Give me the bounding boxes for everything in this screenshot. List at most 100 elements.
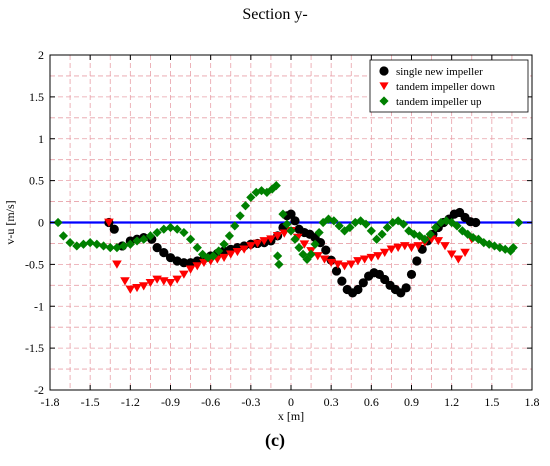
data-point [319,255,330,264]
x-tick-label: 1.5 [484,395,499,409]
legend-label: single new impeller [396,66,483,78]
data-point [125,285,136,294]
axis-ticks: -1.8 -1.5 -1.2 -0.9 -0.6 -0.3 0 0.3 0.6 0.9 1.2 1.5… [25,48,540,409]
data-point [120,277,130,286]
series-3 [53,181,524,269]
data-point [361,219,371,229]
data-point [208,251,218,261]
data-point [279,229,290,238]
data-point [406,269,417,280]
x-tick-label: -0.6 [201,395,220,409]
data-point [286,226,296,236]
data-point [366,253,377,262]
data-point [98,241,109,251]
data-point [366,226,376,236]
data-point [377,229,387,239]
data-point [302,254,312,264]
data-point [246,192,256,202]
data-point [274,259,284,269]
data-point [398,219,409,229]
data-point [479,238,489,248]
data-point [152,227,162,238]
data-point [179,258,189,268]
data-point [314,227,324,238]
data-point [373,252,383,261]
x-tick-label: -1.5 [81,395,100,409]
data-point [331,266,342,276]
data-point [431,222,441,233]
data-point [85,238,95,248]
data-point [259,237,270,246]
data-point [235,211,245,221]
data-point [298,249,308,259]
y-axis-label: v-u [m/s] [3,200,17,244]
data-point [92,239,102,249]
data-point [372,234,382,244]
data-point [145,231,156,241]
data-point [460,248,470,257]
data-point [185,265,196,274]
data-point [58,231,68,241]
data-point [214,246,224,256]
data-point [240,201,251,211]
data-point [495,243,505,253]
data-point [179,270,189,279]
data-point [468,232,478,243]
data-point [401,283,411,293]
data-point [139,234,149,244]
data-point [382,222,392,233]
chart-title: Section y- [242,6,308,23]
data-point [345,222,355,233]
x-tick-label: -1.8 [41,395,60,409]
x-tick-label: -1.2 [121,395,140,409]
data-point [152,243,162,253]
data-point [379,248,390,257]
legend-marker [379,66,389,76]
data-point [453,255,464,264]
data-point [457,226,467,236]
data-point [310,239,320,249]
data-point [393,243,403,252]
data-point [282,219,292,229]
data-point [256,186,267,196]
data-point [65,238,75,248]
data-point [125,239,135,249]
data-point [359,255,370,264]
x-tick-label: 1.8 [525,395,540,409]
x-tick-label: 0.3 [324,395,339,409]
data-point [318,217,328,228]
data-point [356,216,366,226]
data-point [420,234,430,244]
data-point [132,236,142,246]
y-tick-label: -2 [34,383,44,397]
data-point [278,209,288,219]
y-tick-label: 1 [38,132,44,146]
data-point [230,221,240,231]
data-point [239,245,249,254]
y-tick-label: -1.5 [25,341,44,355]
data-point [104,218,114,227]
data-point [78,239,89,249]
y-tick-label: 0.5 [29,174,44,188]
data-point [425,229,435,239]
data-point [262,187,272,197]
data-point [447,217,457,228]
data-point [433,237,444,246]
data-point [159,248,169,258]
legend-marker [379,82,389,91]
x-tick-label: 0.9 [404,395,419,409]
data-point [299,240,310,249]
data-point [179,227,189,238]
y-tick-label: -0.5 [25,257,44,271]
data-point [112,260,122,269]
data-point [192,243,202,253]
series-2 [104,218,477,294]
data-point [406,243,417,252]
data-point [185,234,196,244]
data-point [266,235,276,244]
data-point [109,224,119,234]
data-point [329,216,339,226]
data-point [514,217,524,228]
data-point [271,181,281,191]
data-point [232,247,243,257]
